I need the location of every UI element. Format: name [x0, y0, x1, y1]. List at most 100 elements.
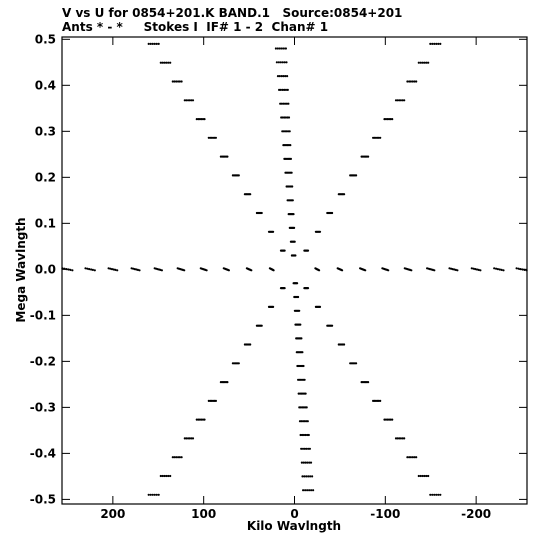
uv-point	[297, 295, 300, 299]
uv-point	[153, 493, 156, 496]
uv-point	[67, 268, 70, 271]
uv-point	[287, 102, 290, 105]
y-tick-label: 0.3	[35, 124, 56, 138]
uv-point	[308, 489, 311, 492]
uv-point	[191, 99, 195, 102]
uv-point	[274, 47, 277, 50]
uv-point	[300, 461, 303, 464]
uv-point	[167, 61, 170, 64]
uv-point	[304, 433, 307, 437]
uv-point	[171, 80, 174, 83]
y-tick-label: 0.4	[35, 78, 56, 92]
y-tick-label: -0.4	[30, 446, 56, 460]
uv-point	[160, 269, 163, 272]
uv-point	[331, 211, 334, 215]
uv-point	[302, 489, 305, 492]
uv-point	[61, 267, 64, 270]
uv-point	[165, 474, 168, 478]
uv-point	[214, 399, 217, 402]
uv-point	[421, 474, 424, 478]
uv-point	[304, 392, 307, 395]
uv-point	[250, 269, 253, 272]
uv-point	[406, 456, 409, 459]
uv-point	[403, 437, 406, 440]
uv-point	[308, 447, 311, 450]
uv-point	[401, 99, 404, 102]
uv-point	[93, 269, 96, 272]
uv-point	[437, 493, 440, 496]
uv-point	[277, 61, 280, 64]
uv-point	[305, 447, 308, 450]
uv-point	[84, 267, 87, 270]
uv-point	[429, 42, 432, 46]
uv-point	[301, 475, 304, 478]
uv-point	[431, 493, 434, 496]
uv-point	[396, 437, 399, 440]
uv-point	[69, 268, 72, 271]
uv-point	[517, 267, 520, 270]
uv-point	[312, 489, 315, 492]
uv-point	[411, 80, 414, 83]
uv-point	[498, 268, 501, 271]
uv-point	[302, 461, 305, 464]
uv-point	[304, 489, 307, 492]
y-axis-title: Mega Wavlngth	[14, 217, 28, 322]
uv-point	[291, 185, 294, 188]
uv-point	[163, 474, 166, 478]
uv-point	[437, 42, 440, 46]
uv-point	[305, 420, 308, 423]
uv-point	[417, 474, 420, 478]
uv-point	[178, 80, 181, 83]
uv-point	[279, 88, 282, 91]
uv-point	[419, 474, 422, 478]
uv-point	[169, 61, 172, 64]
uv-point	[159, 474, 162, 478]
uv-point	[226, 155, 229, 158]
uv-point	[413, 80, 416, 83]
uv-point	[493, 267, 496, 270]
uv-point	[283, 249, 286, 252]
uv-point	[305, 475, 308, 478]
uv-point	[149, 493, 152, 496]
uv-point	[205, 269, 208, 272]
uv-point	[187, 99, 190, 102]
uv-point	[389, 118, 392, 121]
uv-point	[280, 116, 283, 119]
uv-point	[283, 287, 286, 290]
uv-point	[307, 433, 310, 437]
uv-point	[306, 287, 310, 290]
uv-point	[161, 61, 164, 64]
uv-point	[306, 489, 309, 492]
uv-point	[169, 474, 172, 478]
uv-point	[214, 136, 217, 139]
y-tick-label: -0.1	[30, 308, 56, 322]
uv-point	[291, 199, 294, 202]
uv-point	[318, 305, 322, 308]
uv-point	[515, 267, 518, 270]
uv-point	[183, 437, 186, 440]
uv-point	[147, 493, 150, 496]
uv-point	[306, 433, 309, 437]
uv-point	[195, 118, 198, 121]
uv-point	[279, 102, 282, 105]
uv-point	[171, 456, 174, 459]
uv-point	[343, 343, 346, 346]
uv-point	[421, 61, 424, 64]
uv-point	[147, 42, 150, 46]
uv-point	[188, 437, 191, 440]
uv-point	[278, 75, 281, 78]
uv-point	[65, 268, 68, 271]
uv-point	[519, 268, 522, 271]
uv-point	[331, 324, 334, 327]
uv-point	[180, 456, 183, 459]
uv-point	[413, 456, 416, 459]
uv-point	[423, 474, 426, 478]
uv-point	[303, 378, 306, 381]
uv-point	[272, 305, 275, 308]
uv-point	[343, 193, 346, 196]
uv-point	[300, 447, 303, 450]
uv-point	[151, 42, 154, 46]
uv-point	[474, 268, 477, 271]
uv-point	[302, 433, 305, 437]
uv-point	[419, 61, 422, 64]
